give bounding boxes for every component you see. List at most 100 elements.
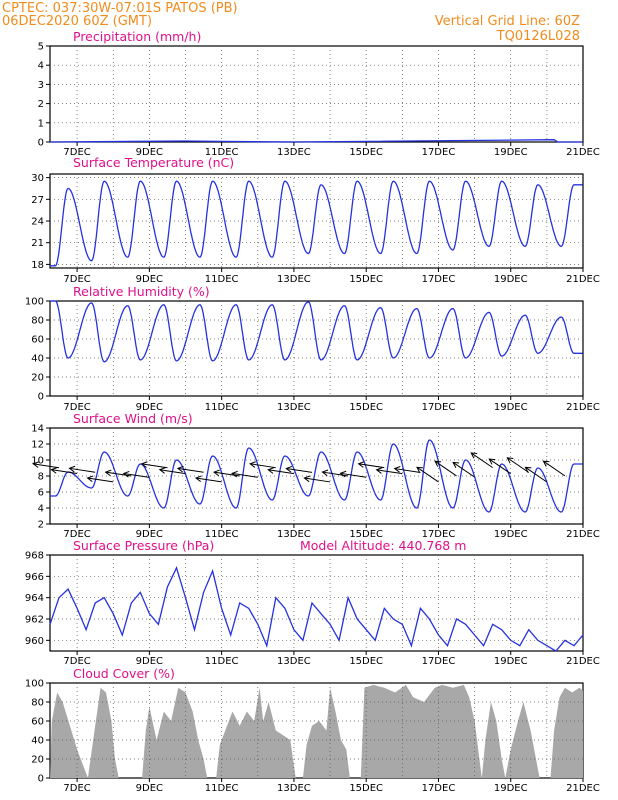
precip-xtick-label-5: 17DEC (422, 147, 456, 158)
wind-arrow-12 (231, 472, 258, 478)
wind-arrow-17.5 (434, 460, 457, 477)
wind-arrow-8 (87, 477, 114, 483)
wind-xtick-label-1: 9DEC (136, 529, 163, 540)
wind-arrowhead-8.5 (104, 469, 112, 477)
temp-xtick-label-1: 9DEC (136, 274, 163, 285)
wind-arrow-19 (488, 458, 512, 475)
wind-arrowhead-16.5 (393, 466, 401, 473)
wind-arrowhead-17 (416, 466, 424, 473)
cloud-title: Cloud Cover (%) (73, 666, 175, 681)
wind-arrowhead-11.5 (212, 469, 220, 477)
temp-ytick-label-1: 21 (31, 238, 44, 249)
rh-ytick-label-1: 20 (31, 373, 44, 384)
pressure-ytick-label-3: 966 (25, 572, 44, 583)
cloud-ytick-label-3: 60 (31, 717, 44, 728)
wind-arrow-13 (268, 469, 294, 475)
precip-xtick-label-0: 7DEC (63, 147, 90, 158)
wind-ytick-label-0: 2 (38, 520, 44, 531)
wind-arrow-13.5 (286, 467, 313, 473)
temp-xtick-label-0: 7DEC (63, 274, 90, 285)
precip-title: Precipitation (mm/h) (73, 29, 201, 44)
wind-arrowhead-11 (194, 475, 202, 483)
rh-xtick-label-4: 15DEC (349, 402, 383, 413)
cloud-xtick-label-2: 11DEC (205, 783, 239, 794)
wind-arrow-20 (525, 466, 548, 483)
rh-xtick-label-6: 19DEC (494, 402, 528, 413)
rh-xtick-label-2: 11DEC (205, 402, 239, 413)
wind-series-line (50, 439, 583, 513)
temp-ytick-label-2: 24 (31, 217, 44, 228)
pressure-xtick-label-3: 13DEC (277, 656, 311, 667)
rh-xtick-label-7: 21DEC (566, 402, 600, 413)
temp-ytick-label-3: 27 (31, 195, 44, 206)
cloud-xtick-label-1: 9DEC (136, 783, 163, 794)
cloud-xtick-label-0: 7DEC (63, 783, 90, 794)
temp-series-line (50, 180, 583, 267)
pressure-xtick-label-2: 11DEC (205, 656, 239, 667)
precip-xtick-label-1: 9DEC (136, 147, 163, 158)
rh-ytick-label-2: 40 (31, 354, 44, 365)
precip-ytick-label-1: 1 (38, 118, 44, 129)
wind-arrow-7.5 (69, 467, 96, 473)
wind-arrowhead-14 (303, 475, 311, 483)
wind-arrow-15.5 (358, 463, 385, 469)
wind-ytick-label-6: 14 (31, 424, 44, 435)
precip-xtick-label-2: 11DEC (205, 147, 239, 158)
pressure-xtick-label-4: 15DEC (349, 656, 383, 667)
wind-panel: 2 4 6 8 10 12 14 7DEC 9DEC 11DEC 13DEC 15DEC 17DEC 19… (31, 411, 600, 540)
rh-panel: 0 20 40 60 80 100 7DEC 9DEC 11DEC 13DEC 15DEC 17DEC… (25, 284, 600, 413)
wind-arrowhead-12 (231, 470, 238, 478)
wind-arrow-18 (452, 462, 475, 478)
wind-arrow-9 (123, 472, 150, 478)
wind-arrowhead-15 (339, 470, 347, 478)
wind-title: Surface Wind (m/s) (73, 411, 193, 426)
pressure-title: Surface Pressure (hPa) (73, 538, 214, 553)
temp-xtick-label-6: 19DEC (494, 274, 528, 285)
pressure-ytick-label-2: 964 (25, 593, 44, 604)
wind-ytick-label-5: 12 (31, 440, 44, 451)
wind-xtick-label-7: 21DEC (566, 529, 600, 540)
precip-xtick-label-4: 15DEC (349, 147, 383, 158)
precip-xtick-label-7: 21DEC (566, 147, 600, 158)
wind-arrow-7 (51, 469, 78, 475)
rh-xtick-label-1: 9DEC (136, 402, 163, 413)
wind-arrowhead-9 (122, 470, 130, 478)
rh-xtick-label-5: 17DEC (422, 402, 456, 413)
pressure-panel: 960 962 964 966 968 7DEC 9DEC 11DEC 13DEC 15DEC 17… (25, 538, 600, 667)
model-label: TQ0126L028 (496, 29, 580, 44)
wind-xtick-label-3: 13DEC (277, 529, 311, 540)
temp-panel: 18 21 24 27 30 7DEC 9DEC 11DEC 13DEC 15DEC 17DEC 19… (31, 155, 600, 285)
wind-xtick-label-4: 15DEC (349, 529, 383, 540)
rh-ytick-label-4: 80 (31, 316, 44, 327)
wind-arrowhead-7.5 (68, 465, 76, 473)
rh-ytick-label-5: 100 (25, 297, 44, 308)
pressure-ytick-label-0: 960 (25, 636, 44, 647)
wind-arrow-14 (304, 477, 331, 483)
cloud-xtick-label-3: 13DEC (277, 783, 311, 794)
precip-panel: 0 1 2 3 4 5 7DEC 9DEC 11DEC 13DEC 15DEC 17DEC 19DEC 2… (38, 29, 600, 158)
cloud-xtick-label-6: 19DEC (494, 783, 528, 794)
wind-arrow-9.5 (141, 463, 168, 469)
precip-xtick-label-3: 13DEC (277, 147, 311, 158)
rh-ytick-label-3: 60 (31, 335, 44, 346)
wind-arrowhead-13.5 (285, 465, 293, 473)
wind-arrowhead-9.5 (140, 461, 148, 468)
precip-frame (49, 45, 584, 143)
rh-xtick-label-0: 7DEC (63, 402, 90, 413)
precip-ytick-label-0: 0 (38, 138, 44, 149)
cloud-xtick-label-5: 17DEC (422, 783, 456, 794)
wind-arrowhead-12.5 (249, 461, 256, 468)
wind-arrowhead-14.5 (321, 469, 329, 477)
pressure-ytick-label-1: 962 (25, 615, 44, 626)
wind-arrow-10 (159, 469, 186, 475)
pressure-xtick-label-1: 9DEC (136, 656, 163, 667)
temp-title: Surface Temperature (nC) (73, 155, 234, 170)
temp-xtick-label-4: 15DEC (349, 274, 383, 285)
wind-arrow-12.5 (250, 463, 276, 469)
wind-ytick-label-1: 4 (38, 504, 44, 515)
wind-arrowhead-19.5 (506, 457, 514, 464)
rh-frame (49, 300, 584, 397)
cloud-xtick-label-7: 21DEC (566, 783, 600, 794)
pressure-xtick-label-6: 19DEC (494, 656, 528, 667)
